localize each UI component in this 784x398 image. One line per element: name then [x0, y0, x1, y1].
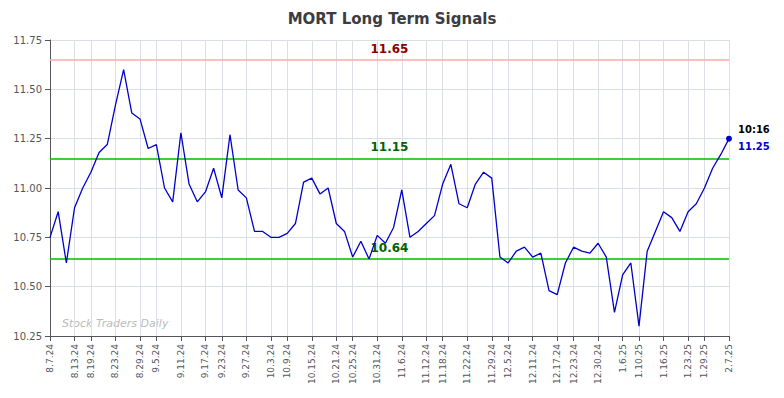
- svg-text:10.75: 10.75: [13, 232, 42, 243]
- svg-text:10.31.24: 10.31.24: [372, 344, 382, 384]
- svg-text:12.30.24: 12.30.24: [593, 344, 603, 384]
- svg-text:1.6.25: 1.6.25: [618, 344, 628, 373]
- svg-text:11.65: 11.65: [371, 42, 409, 56]
- svg-text:8.29.24: 8.29.24: [135, 344, 145, 379]
- svg-text:9.11.24: 9.11.24: [176, 344, 186, 379]
- svg-text:8.7.24: 8.7.24: [45, 344, 55, 373]
- svg-text:8.19.24: 8.19.24: [86, 344, 96, 379]
- svg-text:12.5.24: 12.5.24: [503, 344, 513, 379]
- svg-text:11.12.24: 11.12.24: [421, 344, 431, 384]
- svg-text:9.23.24: 9.23.24: [217, 344, 227, 379]
- svg-text:1.10.25: 1.10.25: [634, 344, 644, 378]
- svg-text:10.15.24: 10.15.24: [307, 344, 317, 384]
- svg-text:11.00: 11.00: [13, 183, 42, 194]
- svg-text:12.17.24: 12.17.24: [552, 344, 562, 384]
- svg-text:10.21.24: 10.21.24: [331, 344, 341, 384]
- svg-text:11.25: 11.25: [738, 141, 770, 152]
- svg-text:2.7.25: 2.7.25: [724, 344, 734, 373]
- svg-text:12.23.24: 12.23.24: [569, 344, 579, 384]
- svg-text:10.64: 10.64: [371, 241, 409, 255]
- svg-text:10.50: 10.50: [13, 281, 42, 292]
- svg-text:11.75: 11.75: [13, 35, 42, 46]
- svg-text:10.9.24: 10.9.24: [282, 344, 292, 379]
- svg-text:11.29.24: 11.29.24: [487, 344, 497, 384]
- svg-text:11.22.24: 11.22.24: [462, 344, 472, 384]
- svg-text:9.5.24: 9.5.24: [151, 344, 161, 373]
- svg-text:11.18.24: 11.18.24: [438, 344, 448, 384]
- svg-text:10:16: 10:16: [738, 124, 770, 135]
- svg-text:8.13.24: 8.13.24: [70, 344, 80, 379]
- svg-text:8.23.24: 8.23.24: [110, 344, 120, 379]
- svg-text:10.25: 10.25: [13, 331, 42, 342]
- svg-text:11.50: 11.50: [13, 84, 42, 95]
- svg-text:1.16.25: 1.16.25: [659, 344, 669, 378]
- svg-text:1.29.25: 1.29.25: [699, 344, 709, 378]
- svg-text:10.25.24: 10.25.24: [348, 344, 358, 384]
- svg-text:9.17.24: 9.17.24: [200, 344, 210, 379]
- svg-text:Stock Traders Daily: Stock Traders Daily: [62, 317, 169, 330]
- svg-text:12.11.24: 12.11.24: [528, 344, 538, 384]
- svg-text:10.3.24: 10.3.24: [266, 344, 276, 379]
- svg-text:11.25: 11.25: [13, 133, 42, 144]
- svg-text:MORT Long Term Signals: MORT Long Term Signals: [288, 10, 497, 28]
- svg-text:11.15: 11.15: [371, 140, 409, 154]
- svg-text:11.6.24: 11.6.24: [397, 344, 407, 379]
- svg-text:9.27.24: 9.27.24: [241, 344, 251, 379]
- svg-text:1.23.25: 1.23.25: [683, 344, 693, 378]
